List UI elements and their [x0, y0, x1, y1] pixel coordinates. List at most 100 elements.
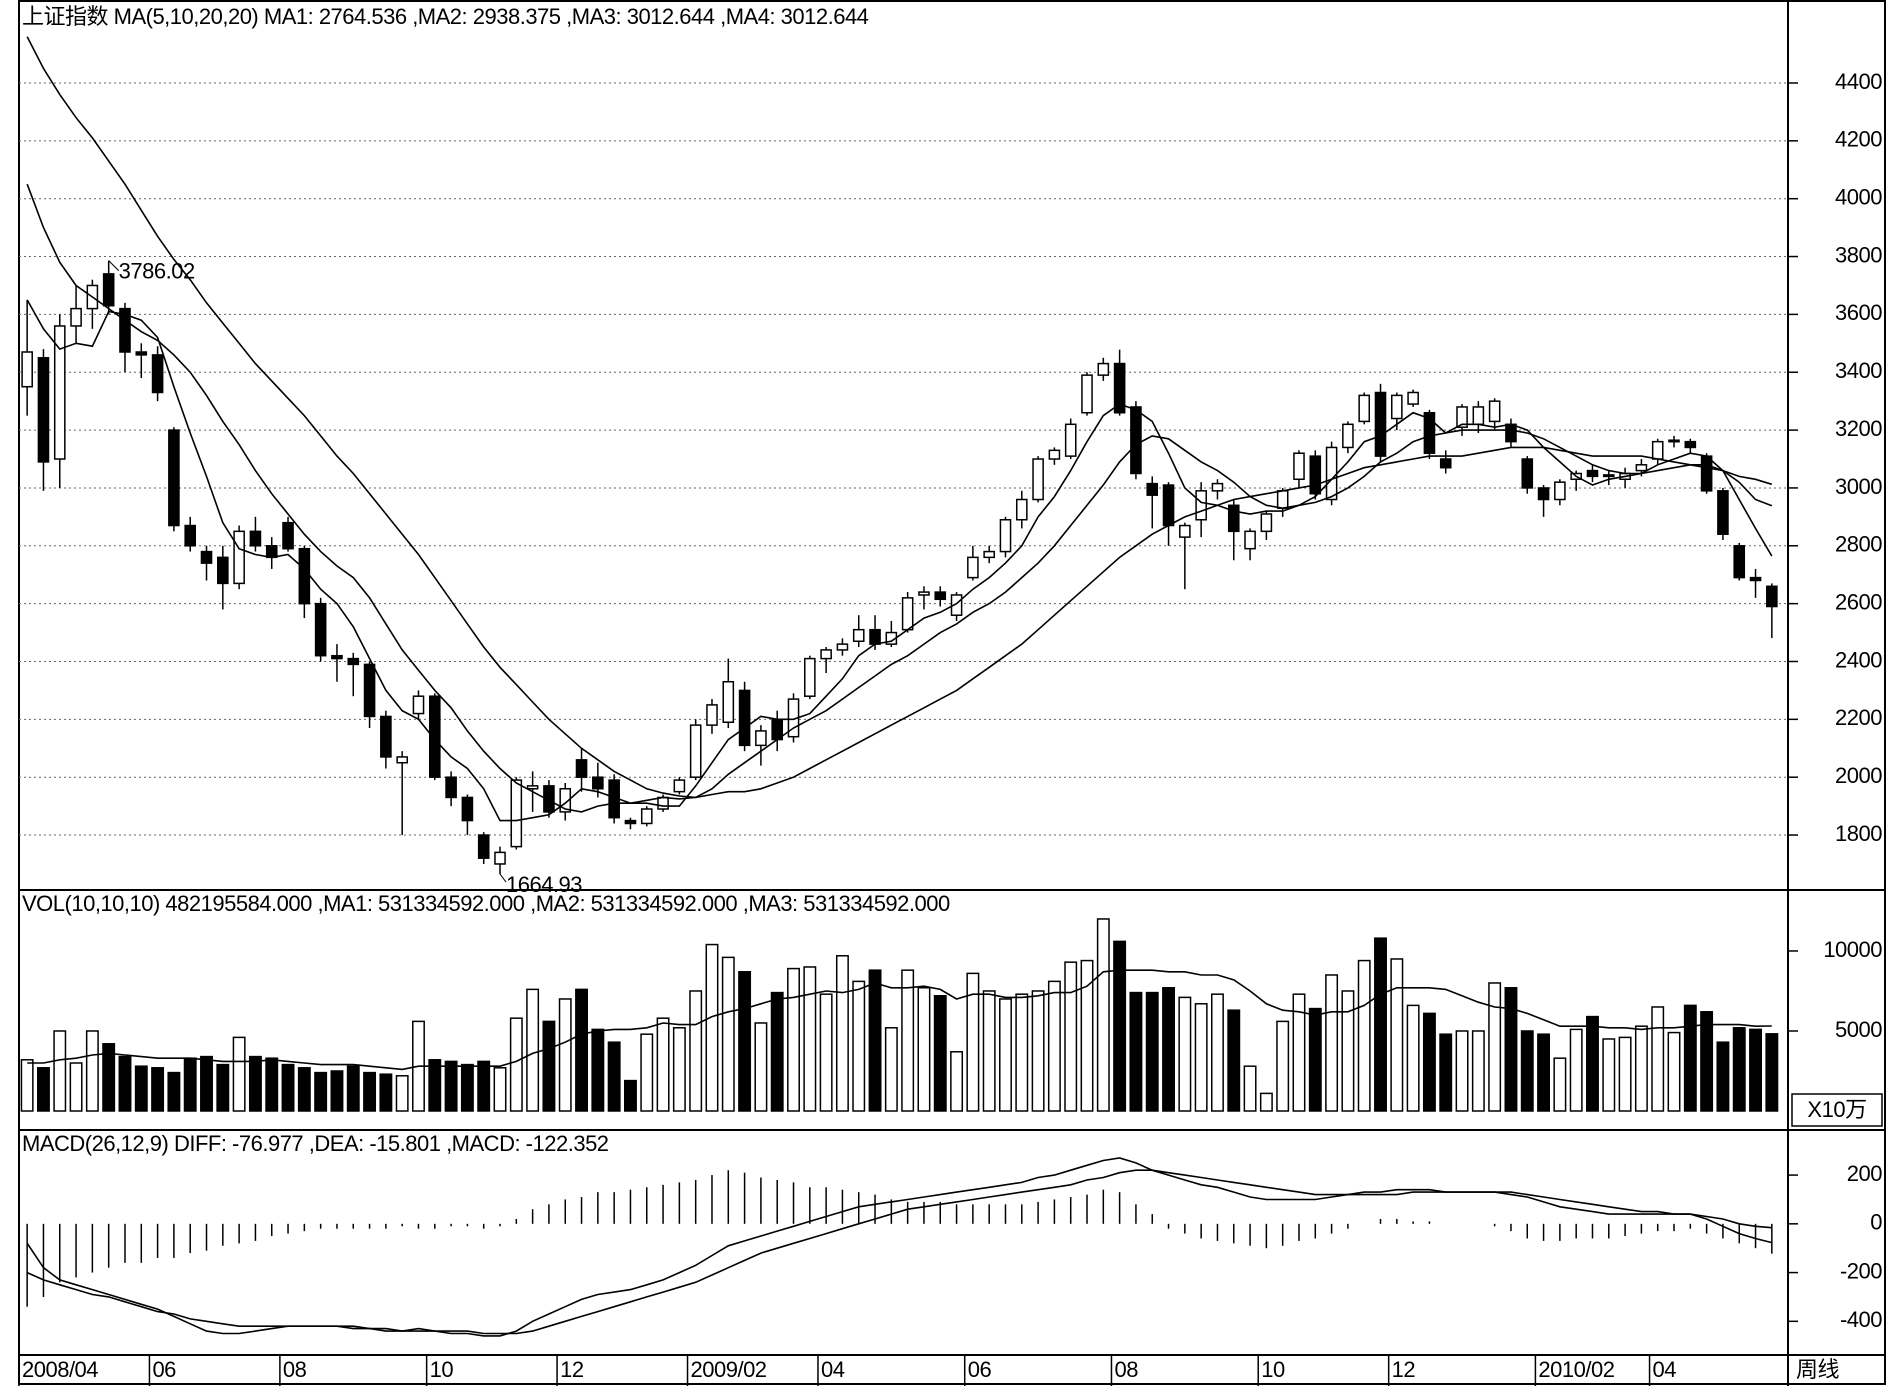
volume-bar [950, 1051, 964, 1112]
y-tick-label: 1800 [1835, 821, 1882, 846]
candle-body [1064, 423, 1077, 457]
candle-body [967, 556, 979, 579]
y-tick-label: 4000 [1835, 185, 1882, 210]
candle-body [950, 594, 963, 616]
volume-bar [314, 1071, 328, 1112]
volume-bar [542, 1020, 556, 1112]
volume-bar [835, 955, 849, 1112]
candle-body [396, 756, 408, 764]
volume-bar [1439, 1033, 1453, 1112]
volume-bar [1520, 1030, 1534, 1112]
candle-body [1537, 487, 1550, 501]
candle-body [657, 796, 669, 810]
volume-bar [53, 1030, 67, 1112]
volume-title: VOL(10,10,10) 482195584.000 ,MA1: 531334… [22, 891, 950, 916]
period-label: 周线 [1796, 1357, 1840, 1382]
volume-bar [1390, 958, 1404, 1112]
volume-bar [1243, 1065, 1257, 1112]
candle-body [836, 643, 849, 651]
x-tick-label: 06 [152, 1357, 176, 1382]
candle-body [1668, 439, 1680, 443]
volume-bar [705, 943, 719, 1112]
candle-body [526, 785, 539, 790]
volume-bar [1732, 1027, 1746, 1112]
volume-bar [1683, 1004, 1697, 1112]
candle-body [249, 530, 262, 547]
y-tick-label: 3000 [1835, 474, 1882, 499]
volume-bar [1178, 996, 1192, 1112]
candle-body [1374, 391, 1387, 457]
volume-bar [1015, 993, 1029, 1112]
x-tick-label: 04 [1653, 1357, 1677, 1382]
candle-body [102, 273, 115, 307]
volume-bar [297, 1067, 311, 1112]
volume-bar [1553, 1057, 1567, 1112]
volume-bar [721, 956, 735, 1112]
volume-bar [526, 988, 540, 1112]
y-tick-label: 3400 [1835, 358, 1882, 383]
candle-body [1015, 498, 1028, 521]
volume-bar [1765, 1033, 1779, 1112]
candle-body [804, 657, 816, 697]
candle-body [445, 776, 457, 799]
candle-body [1684, 440, 1697, 449]
candle-body [1244, 530, 1256, 550]
volume-bar [591, 1028, 605, 1112]
volume-bar [656, 1017, 670, 1112]
volume-bar [1406, 1004, 1420, 1112]
volume-bar [1700, 1011, 1714, 1112]
candle-body [543, 785, 555, 813]
volume-bar [1455, 1030, 1469, 1112]
volume-bar [1471, 1030, 1485, 1112]
candle-body [412, 695, 425, 715]
candle-body [738, 689, 751, 747]
line-series [27, 969, 1772, 1071]
volume-bar [787, 967, 800, 1112]
candle-body [934, 591, 947, 601]
candle-body [869, 628, 881, 645]
volume-bar [933, 995, 947, 1112]
volume-bar [1080, 959, 1094, 1112]
candle-body [1032, 458, 1044, 501]
volume-bar [1618, 1036, 1632, 1112]
volume-bar [868, 969, 882, 1112]
volume-bar [966, 972, 980, 1112]
candle-body [1113, 362, 1126, 414]
volume-bar [999, 998, 1012, 1112]
volume-bar [901, 969, 915, 1112]
y-tick-label: -200 [1840, 1258, 1882, 1283]
candle-body [428, 695, 441, 778]
volume-bar [1488, 982, 1502, 1112]
annotation-leader [108, 260, 120, 271]
candle-body [1179, 524, 1191, 538]
volume-bar [1651, 1006, 1665, 1112]
x-tick-label: 06 [968, 1357, 992, 1382]
y-tick-label: 4400 [1835, 69, 1882, 94]
candle-body [1260, 513, 1273, 533]
candle-body [575, 759, 588, 778]
candle-body [983, 550, 995, 559]
x-tick-label: 2008/04 [22, 1357, 98, 1382]
candle-body [347, 657, 360, 666]
candle-body [706, 704, 718, 726]
candle-body [477, 834, 490, 859]
volume-bar [151, 1067, 165, 1112]
candle-body [1554, 481, 1566, 501]
candle-body [331, 654, 343, 660]
price-title: 上证指数 MA(5,10,20,20) MA1: 2764.536 ,MA2: … [22, 4, 869, 29]
candle-body [624, 819, 637, 825]
volume-bar [379, 1073, 393, 1112]
candle-body [1651, 440, 1664, 460]
candle-body [168, 429, 180, 527]
volume-bar [575, 988, 588, 1112]
candle-body [1733, 545, 1746, 579]
volume-bar [738, 971, 752, 1112]
volume-bar [1749, 1028, 1762, 1112]
volume-bar [1276, 1020, 1290, 1112]
volume-bar [460, 1063, 474, 1112]
candle-body [21, 351, 33, 388]
volume-bar [754, 1022, 768, 1112]
volume-bar [1504, 987, 1518, 1112]
candle-body [1048, 449, 1061, 460]
